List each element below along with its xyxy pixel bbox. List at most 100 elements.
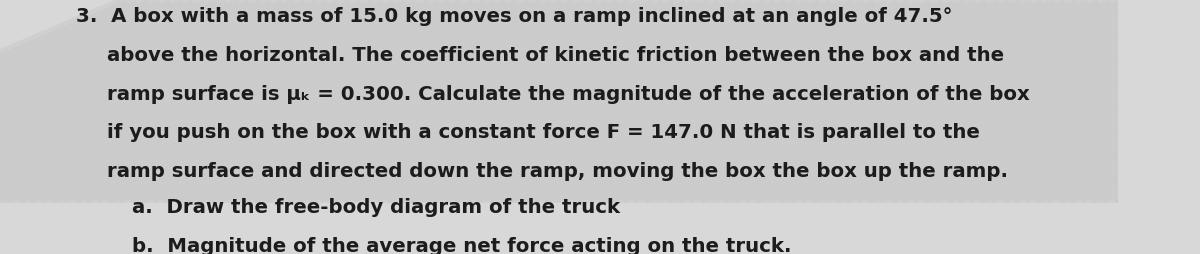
- Point: [408, 0, 422, 2]
- Line: 2 pts: 2 pts: [580, 0, 1052, 203]
- Point: [818, 144, 833, 147]
- Point: [944, 0, 959, 2]
- Line: 2 pts: 2 pts: [1160, 0, 1200, 203]
- Point: [628, 144, 642, 147]
- Point: [896, 144, 911, 147]
- Point: [654, 0, 668, 2]
- Point: [1102, 0, 1116, 2]
- Point: [964, 144, 978, 147]
- Point: [974, 144, 989, 147]
- Line: 2 pts: 2 pts: [468, 0, 941, 203]
- Line: 2 pts: 2 pts: [188, 0, 661, 203]
- Point: [550, 144, 564, 147]
- Point: [427, 144, 442, 147]
- Point: [1112, 0, 1127, 2]
- Point: [595, 144, 610, 147]
- Point: [196, 0, 210, 2]
- Point: [785, 144, 799, 147]
- Point: [326, 144, 341, 147]
- Point: [203, 144, 217, 147]
- Point: [553, 0, 568, 2]
- Point: [125, 144, 139, 147]
- Point: [688, 0, 702, 2]
- Point: [330, 0, 344, 2]
- Point: [666, 0, 680, 2]
- Point: [397, 0, 412, 2]
- Line: 2 pts: 2 pts: [300, 0, 773, 203]
- Point: [1064, 144, 1079, 147]
- Point: [270, 144, 284, 147]
- Point: [698, 0, 713, 2]
- Point: [304, 144, 318, 147]
- Line: 2 pts: 2 pts: [0, 0, 304, 203]
- Point: [599, 0, 613, 2]
- Line: 2 pts: 2 pts: [0, 0, 226, 203]
- Line: 2 pts: 2 pts: [367, 0, 840, 203]
- Line: 2 pts: 2 pts: [0, 0, 348, 203]
- Point: [941, 144, 955, 147]
- Point: [751, 144, 766, 147]
- Point: [878, 0, 893, 2]
- Point: [606, 144, 620, 147]
- Point: [617, 144, 631, 147]
- Point: [863, 144, 877, 147]
- Point: [505, 144, 520, 147]
- Point: [431, 0, 445, 2]
- Point: [174, 0, 188, 2]
- Point: [684, 144, 698, 147]
- Point: [829, 144, 844, 147]
- Line: 2 pts: 2 pts: [244, 0, 718, 203]
- Point: [1157, 0, 1171, 2]
- Line: 2 pts: 2 pts: [334, 0, 806, 203]
- Point: [1054, 144, 1068, 147]
- Point: [442, 0, 456, 2]
- Point: [1142, 144, 1157, 147]
- Point: [415, 144, 430, 147]
- Point: [778, 0, 792, 2]
- Point: [286, 0, 300, 2]
- Point: [454, 0, 468, 2]
- Point: [811, 0, 826, 2]
- Point: [449, 144, 463, 147]
- Line: 2 pts: 2 pts: [0, 0, 360, 203]
- Line: 2 pts: 2 pts: [434, 0, 907, 203]
- Line: 2 pts: 2 pts: [0, 0, 438, 203]
- Line: 2 pts: 2 pts: [714, 0, 1187, 203]
- Line: 2 pts: 2 pts: [691, 0, 1164, 203]
- Point: [128, 0, 143, 2]
- Point: [620, 0, 635, 2]
- Point: [24, 144, 38, 147]
- Line: 2 pts: 2 pts: [1093, 0, 1200, 203]
- Point: [494, 144, 509, 147]
- Point: [341, 0, 355, 2]
- Point: [282, 144, 296, 147]
- Point: [845, 0, 859, 2]
- Point: [360, 144, 374, 147]
- Line: 2 pts: 2 pts: [266, 0, 739, 203]
- Point: [475, 0, 490, 2]
- Point: [572, 144, 587, 147]
- Point: [1091, 0, 1105, 2]
- Point: [643, 0, 658, 2]
- Line: 2 pts: 2 pts: [98, 0, 572, 203]
- Point: [151, 0, 166, 2]
- Point: [1042, 144, 1056, 147]
- Line: 2 pts: 2 pts: [702, 0, 1176, 203]
- Point: [1086, 144, 1100, 147]
- Point: [718, 144, 732, 147]
- Point: [562, 144, 576, 147]
- Line: 2 pts: 2 pts: [10, 0, 482, 203]
- Point: [420, 0, 434, 2]
- Point: [997, 144, 1012, 147]
- Line: 2 pts: 2 pts: [0, 0, 293, 203]
- Point: [953, 144, 967, 147]
- Point: [1120, 144, 1134, 147]
- Line: 2 pts: 2 pts: [1027, 0, 1200, 203]
- Line: 2 pts: 2 pts: [1038, 0, 1200, 203]
- Point: [1024, 0, 1038, 2]
- Point: [565, 0, 580, 2]
- Point: [185, 0, 199, 2]
- Point: [464, 0, 479, 2]
- Point: [1153, 144, 1168, 147]
- Line: 2 pts: 2 pts: [378, 0, 852, 203]
